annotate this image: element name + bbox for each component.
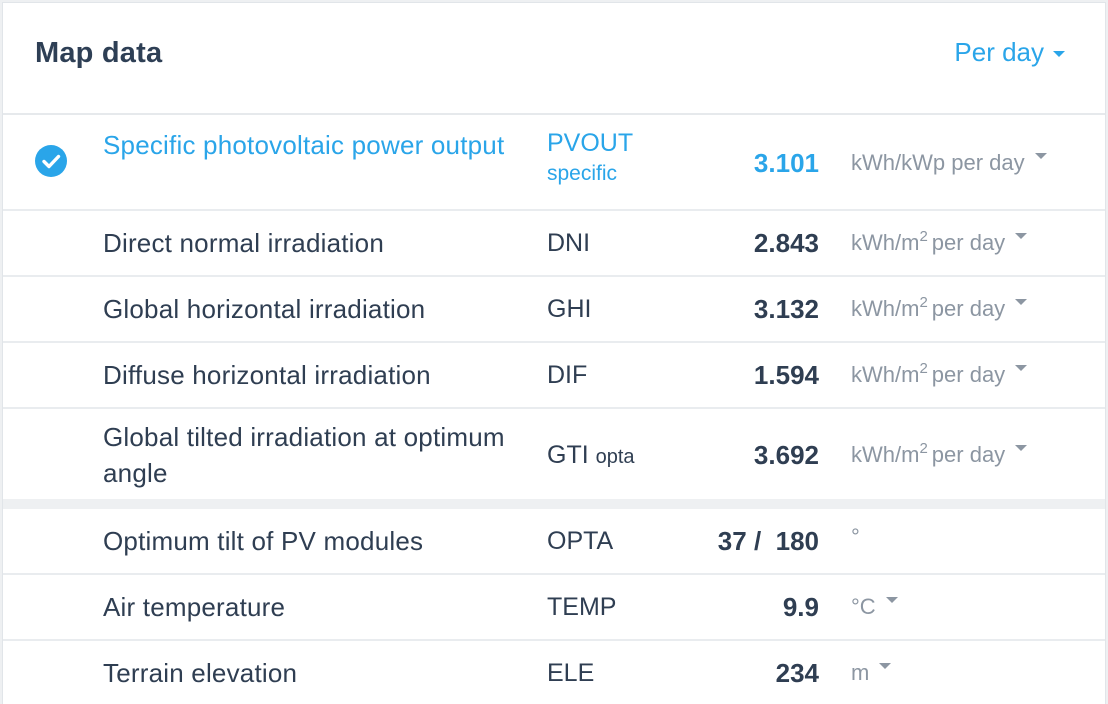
period-label: Per day <box>954 37 1044 67</box>
row-code: GTI opta <box>547 439 635 473</box>
chevron-down-icon <box>885 597 898 603</box>
data-row-dni[interactable]: Direct normal irradiation DNI 2.843 kWh/… <box>3 211 1105 277</box>
row-code-main: GTI <box>547 441 589 469</box>
data-row-pvout[interactable]: Specific photovoltaic power output PVOUT… <box>3 115 1105 211</box>
panel-header: Map data Per day <box>3 3 1105 115</box>
row-label: Optimum tilt of PV modules <box>103 526 424 556</box>
row-code-main: PVOUT <box>547 129 634 157</box>
unit-label: kWh/m2 per day <box>851 293 1006 321</box>
row-code: OPTA <box>547 527 614 555</box>
unit-dropdown[interactable]: °C <box>851 591 898 623</box>
row-label: Global horizontal irradiation <box>103 294 426 324</box>
row-value: 1.594 <box>753 360 819 390</box>
chevron-down-icon <box>1015 233 1028 239</box>
unit-label: kWh/kWp per day <box>851 150 1025 175</box>
unit-dropdown[interactable]: kWh/m2 per day <box>851 359 1028 391</box>
row-value: 9.9 <box>782 592 819 622</box>
row-label: Diffuse horizontal irradiation <box>103 360 431 390</box>
row-code: DNI <box>547 229 591 257</box>
row-code-sub: opta <box>595 446 635 468</box>
unit-label: kWh/m2 per day <box>851 439 1006 467</box>
data-row-dif[interactable]: Diffuse horizontal irradiation DIF 1.594… <box>3 343 1105 409</box>
unit-dropdown[interactable]: kWh/m2 per day <box>851 293 1028 325</box>
row-label: Direct normal irradiation <box>103 228 384 258</box>
data-row-temp[interactable]: Air temperature TEMP 9.9 °C <box>3 575 1105 641</box>
unit-dropdown[interactable]: kWh/m2 per day <box>851 439 1028 471</box>
section-divider <box>3 499 1105 509</box>
check-circle-icon <box>35 145 67 177</box>
data-row-opta[interactable]: Optimum tilt of PV modules OPTA 37 / 180… <box>3 509 1105 575</box>
period-dropdown[interactable]: Per day <box>954 37 1065 68</box>
chevron-down-icon <box>1053 50 1065 57</box>
unit-label: °C <box>851 594 876 619</box>
unit-label: m <box>851 660 870 685</box>
panel-title: Map data <box>35 37 163 69</box>
data-row-ghi[interactable]: Global horizontal irradiation GHI 3.132 … <box>3 277 1105 343</box>
row-value: 3.692 <box>753 440 819 470</box>
chevron-down-icon <box>1034 153 1047 159</box>
chevron-down-icon <box>1015 365 1028 371</box>
chevron-down-icon <box>1015 445 1028 451</box>
row-value: 3.101 <box>753 148 819 178</box>
row-code: DIF <box>547 361 588 389</box>
unit-dropdown[interactable]: kWh/m2 per day <box>851 227 1028 259</box>
chevron-down-icon <box>1015 299 1028 305</box>
row-label: Global tilted irradiation at optimum ang… <box>103 422 505 488</box>
row-value: 3.132 <box>753 294 819 324</box>
unit-dropdown[interactable]: m <box>851 657 892 689</box>
unit-dropdown[interactable]: kWh/kWp per day <box>851 147 1047 179</box>
row-label: Terrain elevation <box>103 658 298 688</box>
data-row-ele[interactable]: Terrain elevation ELE 234 m <box>3 641 1105 704</box>
row-value: 2.843 <box>753 228 819 258</box>
chevron-down-icon <box>879 663 892 669</box>
row-code: TEMP <box>547 593 617 621</box>
row-label: Specific photovoltaic power output <box>103 130 505 160</box>
row-label: Air temperature <box>103 592 286 622</box>
row-code: ELE <box>547 659 595 687</box>
unit-label: ° <box>851 524 860 549</box>
row-code-sub: specific <box>547 162 618 185</box>
row-value: 234 <box>775 658 819 688</box>
unit-label: kWh/m2 per day <box>851 359 1006 387</box>
row-value: 37 / 180 <box>717 526 819 556</box>
data-row-gti[interactable]: Global tilted irradiation at optimum ang… <box>3 409 1105 499</box>
row-code: PVOUT specific <box>547 127 633 189</box>
unit-label: kWh/m2 per day <box>851 227 1006 255</box>
row-code: GHI <box>547 295 592 323</box>
